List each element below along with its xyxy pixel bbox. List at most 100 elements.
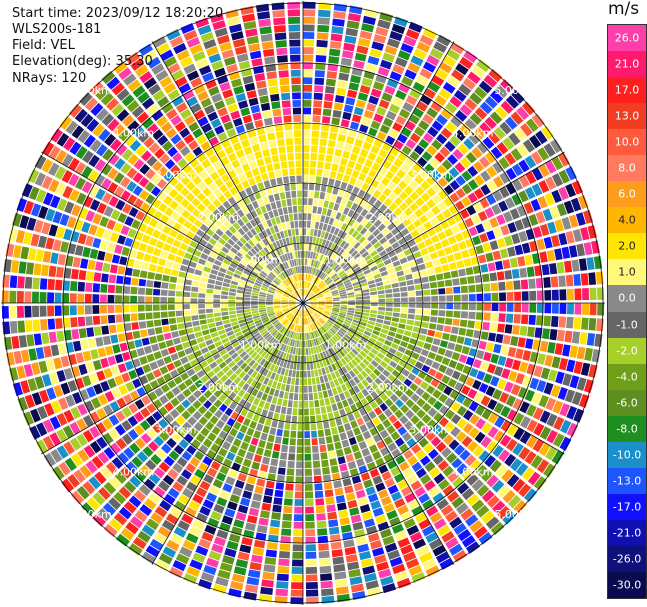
velocity-gate xyxy=(319,318,325,324)
velocity-gate xyxy=(374,356,382,364)
velocity-gate xyxy=(430,309,438,316)
velocity-gate xyxy=(519,361,529,373)
velocity-gate xyxy=(55,149,68,164)
velocity-gate xyxy=(513,412,525,425)
velocity-gate xyxy=(127,153,139,166)
velocity-gate xyxy=(208,154,219,164)
velocity-gate xyxy=(304,401,309,408)
velocity-gate xyxy=(246,515,258,524)
velocity-gate xyxy=(197,24,212,36)
velocity-gate xyxy=(265,344,272,352)
velocity-gate xyxy=(262,360,270,368)
velocity-gate xyxy=(310,259,315,267)
velocity-gate xyxy=(397,133,408,144)
velocity-gate xyxy=(5,243,15,257)
velocity-gate xyxy=(297,423,303,431)
velocity-gate xyxy=(318,222,324,230)
velocity-gate xyxy=(346,314,354,319)
velocity-gate xyxy=(330,371,337,380)
velocity-gate xyxy=(208,273,217,280)
velocity-gate xyxy=(222,210,231,219)
velocity-gate xyxy=(458,354,468,364)
range-ring-label: 3.00km xyxy=(409,423,451,436)
velocity-gate xyxy=(378,489,389,499)
velocity-gate xyxy=(254,174,263,184)
velocity-gate xyxy=(353,60,365,69)
velocity-gate xyxy=(476,484,490,497)
velocity-gate xyxy=(355,536,368,546)
velocity-gate xyxy=(479,361,489,372)
velocity-gate xyxy=(133,158,145,170)
velocity-gate xyxy=(415,257,424,265)
velocity-gate xyxy=(423,443,434,454)
velocity-gate xyxy=(310,300,318,303)
velocity-gate xyxy=(314,288,320,294)
velocity-gate xyxy=(441,357,451,366)
velocity-gate xyxy=(378,306,386,311)
velocity-gate xyxy=(136,347,146,357)
velocity-gate xyxy=(437,347,446,356)
velocity-gate xyxy=(317,353,322,361)
velocity-gate xyxy=(456,260,465,269)
velocity-gate xyxy=(461,468,474,481)
velocity-gate xyxy=(198,462,209,473)
velocity-gate xyxy=(291,582,303,590)
velocity-gate xyxy=(251,362,259,370)
velocity-gate xyxy=(279,273,285,280)
velocity-gate xyxy=(193,84,206,95)
velocity-gate xyxy=(333,227,340,236)
velocity-gate xyxy=(259,272,267,279)
velocity-gate xyxy=(276,288,284,293)
velocity-gate xyxy=(476,59,491,73)
velocity-gate xyxy=(506,474,520,488)
velocity-gate xyxy=(133,424,145,436)
velocity-gate xyxy=(35,347,45,360)
velocity-gate xyxy=(57,253,67,266)
azimuth-spoke xyxy=(302,302,565,455)
velocity-gate xyxy=(159,49,174,62)
velocity-gate xyxy=(396,270,405,277)
velocity-gate xyxy=(307,308,313,315)
velocity-gate xyxy=(163,56,178,68)
velocity-gate xyxy=(359,350,367,358)
velocity-gate xyxy=(291,294,298,299)
velocity-gate xyxy=(463,337,473,346)
velocity-gate xyxy=(228,310,236,315)
velocity-gate xyxy=(432,389,442,399)
velocity-gate xyxy=(464,217,474,228)
velocity-gate xyxy=(153,486,166,498)
velocity-gate xyxy=(414,284,423,290)
velocity-gate xyxy=(49,416,61,430)
velocity-gate xyxy=(116,109,130,122)
velocity-gate xyxy=(311,244,315,252)
velocity-gate xyxy=(207,111,219,122)
velocity-gate xyxy=(374,199,383,209)
velocity-gate xyxy=(389,393,399,403)
velocity-gate xyxy=(192,175,202,186)
velocity-gate xyxy=(205,293,213,299)
velocity-gate xyxy=(307,309,312,315)
velocity-gate xyxy=(444,397,455,408)
velocity-gate xyxy=(118,506,132,520)
velocity-gate xyxy=(314,399,320,408)
velocity-gate xyxy=(259,384,267,392)
velocity-gate xyxy=(326,340,332,348)
velocity-gate xyxy=(385,170,395,180)
velocity-gate xyxy=(278,274,284,281)
velocity-gate xyxy=(473,201,483,213)
velocity-gate xyxy=(346,312,354,316)
velocity-gate xyxy=(478,80,493,94)
velocity-gate xyxy=(213,503,225,514)
velocity-gate xyxy=(259,26,272,35)
velocity-gate xyxy=(149,335,158,344)
velocity-gate xyxy=(88,184,100,197)
velocity-gate xyxy=(437,201,447,212)
velocity-gate xyxy=(344,234,351,242)
velocity-gate xyxy=(266,394,273,403)
velocity-gate xyxy=(480,331,489,341)
velocity-gate xyxy=(98,128,111,142)
velocity-gate xyxy=(252,413,260,423)
velocity-gate xyxy=(271,270,278,277)
velocity-gate xyxy=(380,496,392,506)
velocity-gate xyxy=(178,494,190,506)
